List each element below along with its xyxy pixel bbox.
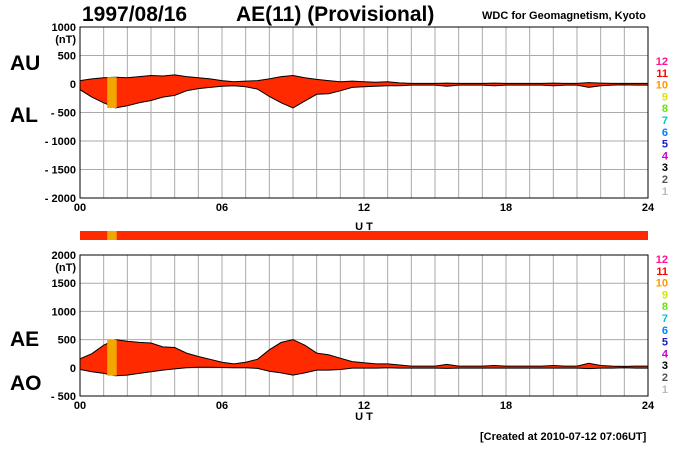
y-tick-label: 1500 [52,278,76,290]
level-scale-label: 2 [662,372,668,384]
y-tick-label: 0 [70,363,76,375]
level-scale-label: 12 [656,254,668,266]
chart-title: AE(11) (Provisional) [236,3,435,26]
x-tick-label: 12 [358,400,370,412]
y-tick-label: 2000 [52,250,76,262]
plot-frame [79,254,649,397]
level-scale-label: 10 [656,278,668,290]
level-scale-label: 7 [662,115,668,127]
y-tick-label: - 2000 [45,193,76,205]
y-tick-label: - 500 [51,108,76,120]
x-tick-label: 06 [216,202,228,214]
level-scale-label: 10 [656,80,668,92]
y-tick-label: 500 [58,335,76,347]
x-tick-label: 24 [642,202,655,214]
y-tick-label: - 500 [51,391,76,403]
x-tick-label: 24 [642,400,655,412]
created-timestamp: [Created at 2010-07-12 07:06UT] [480,431,647,443]
y-tick-label: 1000 [52,22,76,34]
level-scale-label: 11 [656,266,668,278]
level-scale-label: 9 [662,91,668,103]
level-scale-label: 12 [656,56,668,68]
status-bar [80,231,648,240]
level-scale-label: 1 [662,384,668,396]
x-axis-label: U T [355,221,373,233]
y-axis-unit-label: (nT) [55,262,76,274]
series-label: AO [10,372,42,395]
series-label: AE [10,328,39,351]
y-tick-label: - 1000 [45,136,76,148]
x-tick-label: 12 [358,202,370,214]
level-scale-label: 8 [662,103,668,115]
status-bar-highlight [107,231,117,240]
chart-date: 1997/08/16 [82,3,188,26]
y-tick-label: - 1500 [45,165,76,177]
highlight-interval [107,77,117,108]
series-label: AU [10,52,40,75]
plot-frame [79,26,649,199]
y-tick-label: 1000 [52,306,76,318]
x-tick-label: 18 [500,202,512,214]
y-tick-label: 0 [70,79,76,91]
x-tick-label: 06 [216,400,228,412]
level-scale-label: 4 [662,348,669,360]
highlight-interval [107,339,117,376]
level-scale-label: 5 [662,139,668,151]
level-scale-label: 3 [662,162,668,174]
y-axis-unit-label: (nT) [55,34,76,46]
x-tick-label: 18 [500,400,512,412]
x-axis-label: U T [355,411,373,423]
level-scale-label: 6 [662,127,668,139]
level-scale-label: 5 [662,337,668,349]
level-scale-label: 2 [662,174,668,186]
level-scale-label: 11 [656,68,668,80]
organization-label: WDC for Geomagnetism, Kyoto [482,10,646,22]
y-tick-label: 500 [58,51,76,63]
x-tick-label: 00 [74,202,86,214]
level-scale-label: 3 [662,360,668,372]
level-scale-label: 6 [662,325,668,337]
x-tick-label: 00 [74,400,86,412]
series-label: AL [10,104,38,127]
level-scale-label: 7 [662,313,668,325]
level-scale-label: 1 [662,186,668,198]
level-scale-label: 4 [662,150,669,162]
level-scale-label: 8 [662,301,668,313]
level-scale-label: 9 [662,289,668,301]
